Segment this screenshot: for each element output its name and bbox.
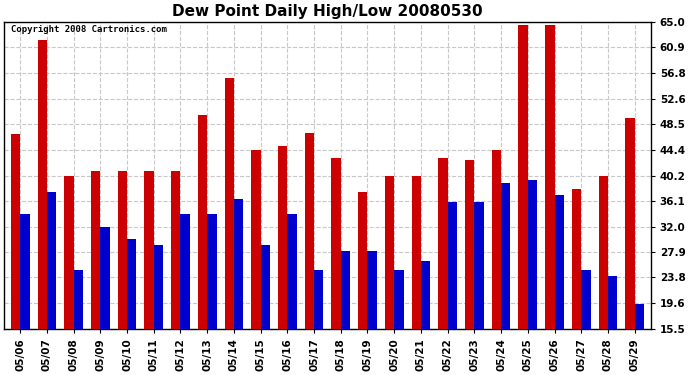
Bar: [438, 158, 448, 329]
Bar: [331, 158, 341, 329]
Bar: [474, 202, 484, 329]
Bar: [64, 176, 74, 329]
Bar: [555, 195, 564, 329]
Bar: [305, 134, 314, 329]
Bar: [37, 40, 47, 329]
Bar: [358, 192, 368, 329]
Bar: [11, 134, 20, 329]
Bar: [314, 270, 324, 329]
Bar: [261, 245, 270, 329]
Bar: [234, 199, 244, 329]
Bar: [492, 150, 501, 329]
Bar: [368, 251, 377, 329]
Bar: [411, 176, 421, 329]
Bar: [341, 251, 350, 329]
Bar: [287, 214, 297, 329]
Bar: [224, 78, 234, 329]
Bar: [394, 270, 404, 329]
Bar: [599, 176, 608, 329]
Bar: [251, 150, 261, 329]
Bar: [421, 261, 431, 329]
Bar: [635, 304, 644, 329]
Bar: [385, 176, 394, 329]
Bar: [127, 239, 137, 329]
Bar: [47, 192, 57, 329]
Bar: [154, 245, 163, 329]
Bar: [518, 26, 528, 329]
Bar: [545, 26, 555, 329]
Bar: [501, 183, 511, 329]
Title: Dew Point Daily High/Low 20080530: Dew Point Daily High/Low 20080530: [172, 4, 483, 19]
Bar: [608, 276, 618, 329]
Bar: [74, 270, 83, 329]
Bar: [625, 118, 635, 329]
Bar: [528, 180, 537, 329]
Bar: [100, 226, 110, 329]
Bar: [144, 171, 154, 329]
Bar: [581, 270, 591, 329]
Bar: [448, 202, 457, 329]
Bar: [207, 214, 217, 329]
Bar: [91, 171, 100, 329]
Bar: [118, 171, 127, 329]
Bar: [278, 146, 287, 329]
Bar: [20, 214, 30, 329]
Bar: [198, 115, 207, 329]
Bar: [465, 159, 474, 329]
Bar: [572, 189, 581, 329]
Bar: [171, 171, 181, 329]
Text: Copyright 2008 Cartronics.com: Copyright 2008 Cartronics.com: [10, 25, 166, 34]
Bar: [181, 214, 190, 329]
